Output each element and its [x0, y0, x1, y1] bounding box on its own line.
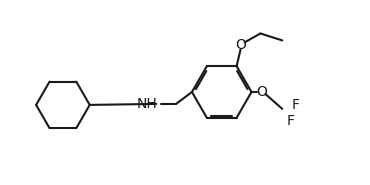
Text: O: O	[256, 85, 267, 99]
Text: O: O	[235, 38, 246, 52]
Text: NH: NH	[137, 97, 157, 111]
Text: F: F	[291, 98, 299, 112]
Text: F: F	[286, 114, 294, 128]
